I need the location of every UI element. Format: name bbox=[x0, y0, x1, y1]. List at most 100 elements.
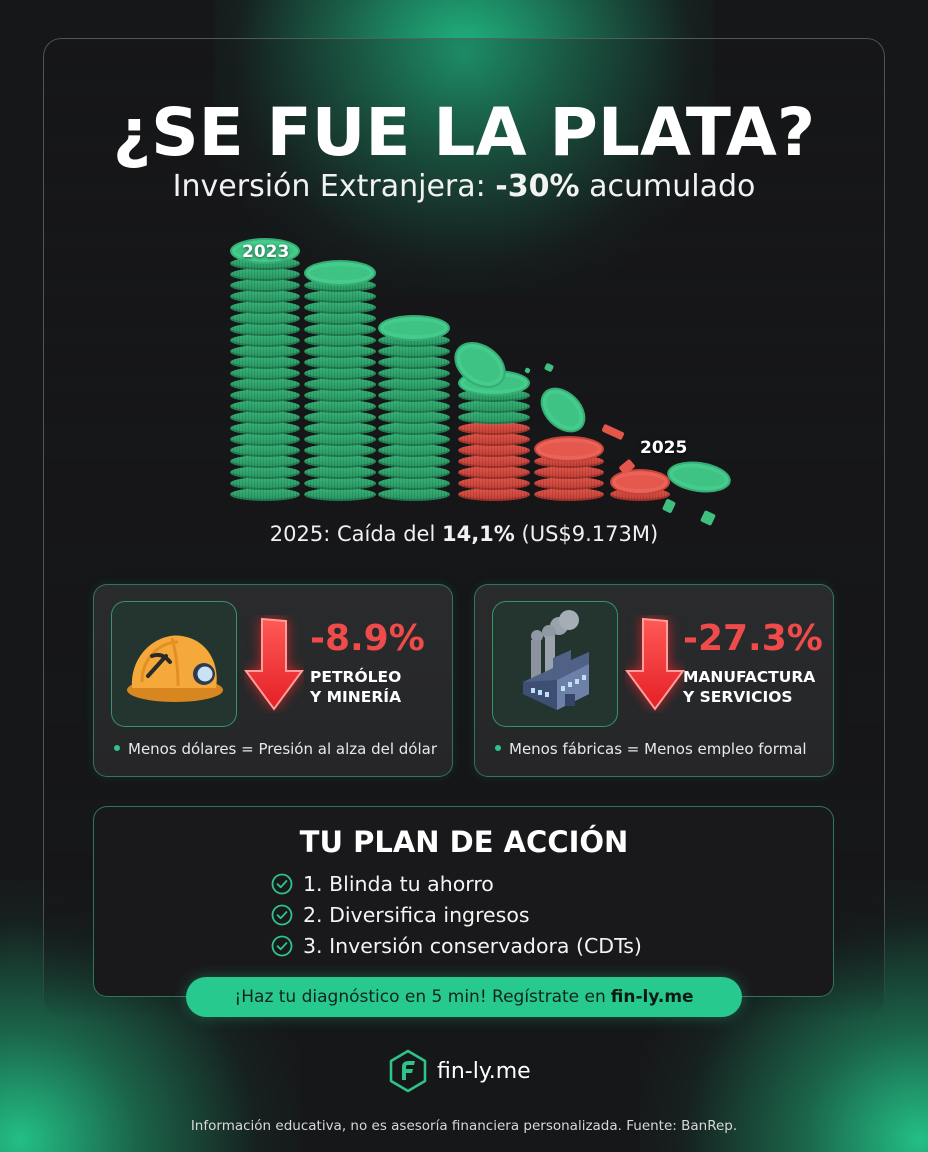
year-label-start: 2023 bbox=[242, 242, 290, 262]
sector-note: Menos dólares = Presión al alza del dóla… bbox=[114, 739, 437, 759]
coin bbox=[230, 356, 300, 369]
sector-name-line2: Y SERVICIOS bbox=[683, 688, 793, 706]
caption-suffix: (US$9.173M) bbox=[514, 522, 659, 546]
change-percent: -8.9% bbox=[310, 618, 425, 659]
change-percent: -27.3% bbox=[683, 618, 823, 659]
coin-stack-3 bbox=[378, 313, 450, 502]
coin bbox=[230, 279, 300, 292]
action-plan-item-text: 2. Diversifica ingresos bbox=[303, 902, 530, 927]
coin bbox=[458, 422, 530, 435]
coin bbox=[304, 433, 376, 446]
coin-stack-4 bbox=[458, 370, 530, 502]
coin bbox=[304, 389, 376, 402]
coin bbox=[534, 488, 604, 501]
coin-top bbox=[534, 436, 604, 462]
sector-card-oil-mining: -8.9% PETRÓLEO Y MINERÍA Menos dólares =… bbox=[93, 584, 453, 777]
page-title: ¿SE FUE LA PLATA? bbox=[112, 94, 816, 171]
coin-stack-2023 bbox=[230, 238, 300, 502]
coin bbox=[230, 367, 300, 380]
coin-fragment bbox=[543, 362, 555, 373]
cta-link[interactable]: fin-ly.me bbox=[610, 987, 694, 1007]
coin bbox=[534, 466, 604, 479]
coin-top bbox=[304, 260, 376, 286]
fin-ly-logo-icon bbox=[389, 1049, 427, 1093]
coin bbox=[378, 466, 450, 479]
coin-stack-2 bbox=[304, 260, 376, 502]
coin-top bbox=[230, 238, 300, 264]
coin bbox=[304, 334, 376, 347]
sector-note-text: Menos dólares = Presión al alza del dóla… bbox=[128, 740, 437, 758]
action-plan-item-text: 3. Inversión conservadora (CDTs) bbox=[303, 933, 642, 958]
action-plan-list: 1. Blinda tu ahorro 2. Diversifica ingre… bbox=[271, 868, 642, 961]
coin bbox=[304, 312, 376, 325]
coin bbox=[230, 334, 300, 347]
coin-fragment bbox=[524, 367, 531, 374]
action-plan-item: 3. Inversión conservadora (CDTs) bbox=[271, 930, 642, 961]
sector-name-line1: MANUFACTURA bbox=[683, 668, 816, 686]
check-circle-icon bbox=[271, 935, 293, 956]
coin bbox=[378, 356, 450, 369]
cta-register-button[interactable]: ¡Haz tu diagnóstico en 5 min! Regístrate… bbox=[186, 977, 742, 1017]
coin bbox=[458, 488, 530, 501]
coin bbox=[304, 488, 376, 501]
coin bbox=[378, 455, 450, 468]
brand-logo: fin-ly.me bbox=[387, 1049, 531, 1093]
coin bbox=[458, 411, 530, 424]
coin bbox=[304, 422, 376, 435]
coin bbox=[304, 411, 376, 424]
coin bbox=[378, 400, 450, 413]
coin bbox=[458, 477, 530, 490]
coin bbox=[458, 433, 530, 446]
coin bbox=[230, 444, 300, 457]
coin bbox=[534, 477, 604, 490]
sector-name: MANUFACTURA Y SERVICIOS bbox=[683, 667, 815, 707]
coin bbox=[304, 367, 376, 380]
coin-top bbox=[610, 469, 670, 495]
coin bbox=[230, 433, 300, 446]
coin bbox=[304, 356, 376, 369]
coin bbox=[304, 323, 376, 336]
coin bbox=[378, 444, 450, 457]
sector-name-line1: PETRÓLEO bbox=[310, 668, 402, 686]
coin bbox=[304, 455, 376, 468]
coin bbox=[230, 290, 300, 303]
bullet-dot-icon bbox=[495, 744, 501, 751]
action-plan-item-text: 1. Blinda tu ahorro bbox=[303, 871, 494, 896]
sector-note-text: Menos fábricas = Menos empleo formal bbox=[509, 740, 807, 758]
caption-prefix: 2025: Caída del bbox=[269, 522, 442, 546]
coin bbox=[458, 466, 530, 479]
coin bbox=[230, 411, 300, 424]
sector-name: PETRÓLEO Y MINERÍA bbox=[310, 667, 401, 707]
coin bbox=[458, 444, 530, 457]
sector-name-line2: Y MINERÍA bbox=[310, 688, 402, 706]
brand-name: fin-ly.me bbox=[437, 1058, 531, 1084]
coin bbox=[230, 268, 300, 281]
coin bbox=[458, 400, 530, 413]
caption-highlight: 14,1% bbox=[441, 522, 515, 546]
bullet-dot-icon bbox=[114, 744, 120, 751]
check-circle-icon bbox=[271, 873, 293, 894]
action-plan-title: TU PLAN DE ACCIÓN bbox=[299, 825, 629, 859]
coin bbox=[378, 433, 450, 446]
check-circle-icon bbox=[271, 904, 293, 925]
coin bbox=[230, 323, 300, 336]
coin bbox=[304, 345, 376, 358]
coin bbox=[304, 290, 376, 303]
factory-icon bbox=[523, 610, 589, 710]
year-label-end: 2025 bbox=[640, 438, 688, 458]
coin-top bbox=[378, 315, 450, 341]
coin bbox=[230, 477, 300, 490]
coin bbox=[230, 389, 300, 402]
coin bbox=[304, 477, 376, 490]
coin bbox=[230, 301, 300, 314]
action-plan-card bbox=[93, 806, 834, 997]
coin-stack-5 bbox=[534, 436, 604, 502]
cta-text: ¡Haz tu diagnóstico en 5 min! Regístrate… bbox=[234, 987, 606, 1007]
coin bbox=[230, 488, 300, 501]
action-plan-item: 2. Diversifica ingresos bbox=[271, 899, 642, 930]
coin bbox=[304, 301, 376, 314]
coin bbox=[378, 411, 450, 424]
coin bbox=[378, 378, 450, 391]
coin bbox=[304, 444, 376, 457]
coin bbox=[230, 312, 300, 325]
